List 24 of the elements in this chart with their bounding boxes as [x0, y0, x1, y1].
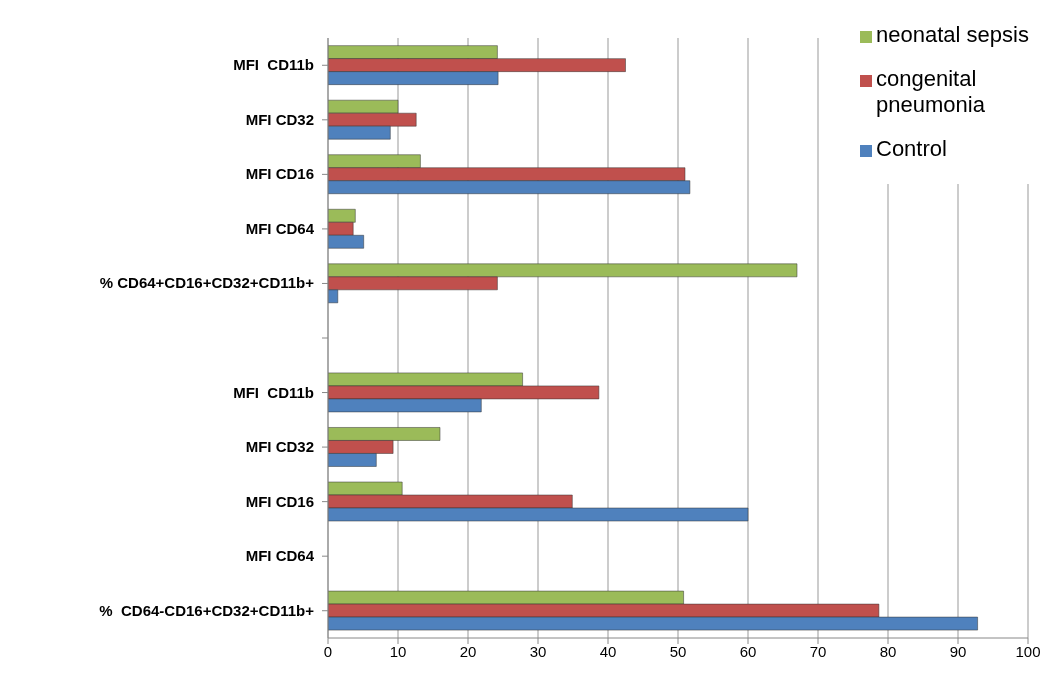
x-tick-label: 10	[389, 642, 407, 660]
y-tick-label: % CD64-CD16+CD32+CD11b+	[99, 601, 315, 619]
x-tick-label: 40	[599, 642, 617, 660]
y-tick-label: MFI CD64	[245, 219, 315, 237]
legend-label: congenital pneumonia	[876, 66, 986, 118]
y-tick-label: MFI CD16	[245, 165, 314, 183]
legend-label: neonatal sepsis	[876, 22, 1029, 48]
x-tick-label: 0	[323, 642, 333, 660]
x-tick-label: 30	[529, 642, 547, 660]
y-tick-label: MFI CD64	[245, 547, 315, 565]
x-tick-label: 80	[879, 642, 897, 660]
x-tick-label: 90	[949, 642, 967, 660]
y-tick-label: MFI CD16	[245, 492, 314, 510]
y-tick-label: % CD64+CD16+CD32+CD11b+	[99, 274, 315, 292]
y-tick-label: MFI CD32	[245, 438, 314, 456]
y-tick-label: MFI CD11b	[233, 56, 314, 74]
x-tick-label: 50	[669, 642, 687, 660]
legend-label: Control	[876, 136, 947, 162]
x-tick-label: 100	[1015, 642, 1041, 660]
y-tick-label: MFI CD11b	[233, 383, 314, 401]
x-tick-label: 20	[459, 642, 477, 660]
x-tick-label: 60	[739, 642, 757, 660]
y-tick-label: MFI CD32	[245, 110, 314, 128]
x-tick-label: 70	[809, 642, 827, 660]
